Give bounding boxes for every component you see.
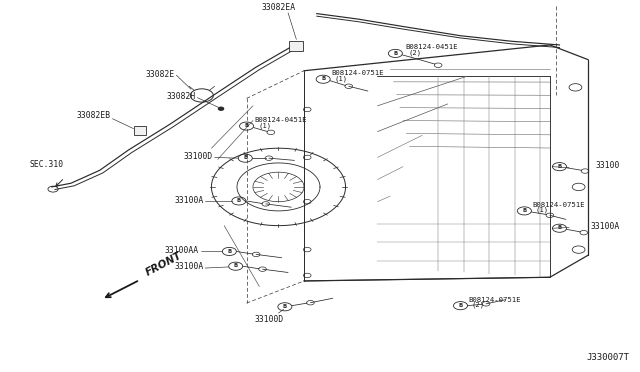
Text: B: B bbox=[393, 51, 397, 55]
Text: B08124-0451E: B08124-0451E bbox=[255, 117, 307, 123]
Text: B: B bbox=[227, 248, 232, 254]
Text: 33082EA: 33082EA bbox=[261, 3, 296, 12]
Bar bbox=[134, 126, 147, 135]
Text: B: B bbox=[458, 303, 463, 308]
Text: B08124-0751E: B08124-0751E bbox=[468, 297, 522, 303]
Circle shape bbox=[218, 107, 223, 110]
Text: 33100A: 33100A bbox=[175, 196, 204, 205]
Text: B: B bbox=[321, 76, 325, 81]
Text: (1): (1) bbox=[536, 207, 549, 214]
Text: 33100AA: 33100AA bbox=[164, 246, 198, 255]
Text: B: B bbox=[283, 304, 287, 309]
Text: J330007T: J330007T bbox=[587, 353, 630, 362]
Text: B: B bbox=[244, 123, 249, 128]
Text: B: B bbox=[237, 198, 241, 203]
Text: 33082EB: 33082EB bbox=[76, 110, 111, 119]
Text: B: B bbox=[557, 225, 562, 230]
Text: FRONT: FRONT bbox=[145, 250, 184, 277]
Text: 33100A: 33100A bbox=[591, 222, 620, 231]
Text: B08124-0751E: B08124-0751E bbox=[332, 70, 384, 76]
Text: 33082E: 33082E bbox=[145, 70, 174, 78]
Text: SEC.310: SEC.310 bbox=[29, 160, 63, 169]
Text: (2): (2) bbox=[472, 302, 485, 308]
Text: B: B bbox=[557, 164, 562, 169]
Text: B: B bbox=[234, 263, 238, 268]
Text: B: B bbox=[243, 155, 248, 160]
Text: (1): (1) bbox=[258, 122, 271, 129]
Text: B: B bbox=[522, 208, 527, 213]
Text: 33082H: 33082H bbox=[166, 92, 195, 101]
Text: 33100: 33100 bbox=[596, 161, 620, 170]
Text: 33100D: 33100D bbox=[254, 315, 284, 324]
Bar bbox=[289, 41, 303, 51]
Text: 33100D: 33100D bbox=[184, 152, 212, 161]
Text: 33100A: 33100A bbox=[175, 262, 204, 272]
Text: B08124-0751E: B08124-0751E bbox=[532, 202, 585, 208]
Text: (2): (2) bbox=[408, 49, 421, 56]
Text: B08124-0451E: B08124-0451E bbox=[405, 45, 458, 51]
Text: (1): (1) bbox=[335, 75, 348, 82]
